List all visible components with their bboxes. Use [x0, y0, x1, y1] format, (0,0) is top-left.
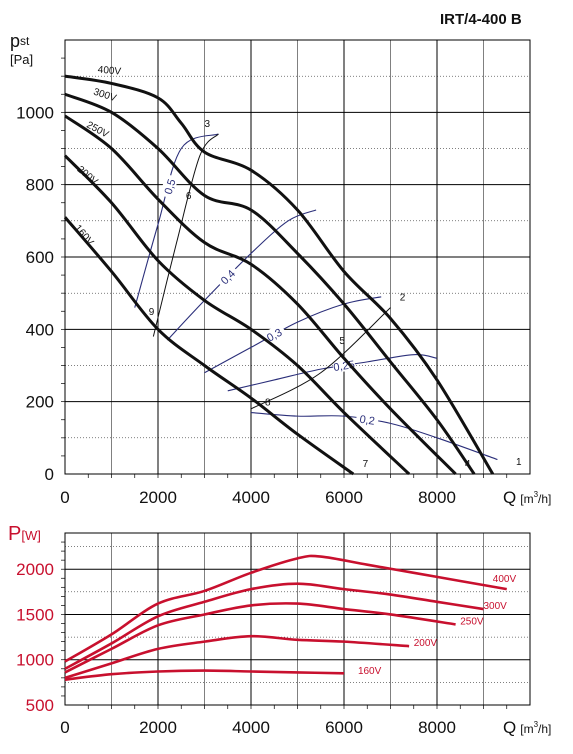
pressure-curves: 0,50,40,30,250,2400V300V250V200V160V1234… [63, 65, 522, 476]
power-curve-label: 200V [414, 638, 438, 649]
operating-point-label: 3 [205, 119, 211, 130]
efficiency-curve [227, 354, 438, 392]
top-x-axis-symbol: Q [503, 488, 516, 507]
bottom-x-axis-unit-pre: [m [520, 722, 533, 736]
power-y-tick-label: 500 [26, 696, 54, 715]
pressure-y-tick-label: 800 [26, 176, 54, 195]
pressure-axis-unit: [Pa] [10, 52, 33, 67]
operating-point-label: 4 [465, 459, 471, 470]
power-y-tick-label: 2000 [16, 560, 54, 579]
power-x-tick-label: 0 [60, 718, 69, 737]
operating-point-label: 8 [265, 397, 271, 408]
pressure-y-tick-label: 400 [26, 320, 54, 339]
efficiency-label: 0,2 [359, 414, 376, 428]
pressure-x-tick-label: 6000 [325, 488, 363, 507]
power-curve-160v [64, 669, 345, 681]
pressure-curve-label: 160V [72, 223, 96, 248]
bottom-x-axis-label: Q [m3/h] [503, 718, 551, 737]
efficiency-label-bg [332, 356, 356, 374]
power-axis-label: P[W] [8, 523, 41, 545]
pressure-y-tick-label: 1000 [16, 103, 54, 122]
power-axis-symbol: P [8, 523, 21, 545]
pressure-x-tick-label: 0 [60, 488, 69, 507]
power-y-tick-label: 1500 [16, 605, 54, 624]
system-curve [152, 133, 219, 337]
power-axis-unit: [W] [21, 528, 41, 543]
top-x-axis-unit-pre: [m [520, 492, 533, 506]
power-curve-200v [64, 634, 410, 680]
pressure-y-tick-label: 0 [45, 465, 54, 484]
bottom-x-axis-unit-post: /h] [538, 722, 551, 736]
pressure-text: pst [Pa] Q [m3/h] [10, 31, 551, 507]
efficiency-label-bg [355, 411, 380, 428]
top-x-axis-unit-sup: 3 [534, 490, 539, 499]
power-y-tick-label: 1000 [16, 651, 54, 670]
efficiency-curve [166, 209, 317, 341]
pressure-curve-300v [64, 92, 476, 475]
operating-point-label: 2 [400, 292, 406, 303]
bottom-x-axis-unit-sup: 3 [534, 720, 539, 729]
pressure-x-tick-label: 2000 [139, 488, 177, 507]
operating-point-label: 7 [363, 459, 369, 470]
efficiency-label: 0,5 [163, 178, 179, 196]
power-curve-250v [64, 602, 456, 674]
power-x-tick-label: 4000 [232, 718, 270, 737]
pressure-y-tick-label: 600 [26, 248, 54, 267]
pressure-curve-250v [64, 114, 457, 476]
pressure-axis-subscript: st [20, 34, 30, 48]
power-curve-300v [64, 582, 484, 670]
pressure-x-tick-label: 4000 [232, 488, 270, 507]
pressure-axis-symbol: p [10, 31, 20, 51]
pressure-curve-label: 300V [92, 87, 118, 105]
operating-point-label: 9 [149, 307, 155, 318]
pressure-axis-label: pst [10, 31, 30, 51]
pressure-grid: 0 2000 4000 6000 8000 0 200 400 600 800 1000 [16, 39, 531, 507]
pressure-curve-400v [64, 74, 495, 475]
efficiency-label-bg [215, 264, 240, 289]
power-curve-label: 250V [460, 616, 484, 627]
operating-point-label: 6 [186, 191, 192, 202]
pressure-curve-200v [63, 154, 411, 476]
power-curve-label: 160V [358, 666, 382, 677]
top-x-axis-label: Q [m3/h] [503, 488, 551, 507]
operating-point-label: 1 [516, 457, 522, 468]
operating-point-label: 5 [339, 336, 345, 347]
bottom-x-axis-symbol: Q [503, 718, 516, 737]
power-curve-label: 400V [493, 574, 517, 585]
power-x-tick-label: 8000 [418, 718, 456, 737]
pressure-curve-label: 400V [97, 65, 122, 78]
pressure-x-tick-label: 8000 [418, 488, 456, 507]
power-x-tick-label: 2000 [139, 718, 177, 737]
power-x-tick-label: 6000 [325, 718, 363, 737]
pressure-curve-160v [63, 216, 355, 476]
efficiency-curve [204, 296, 382, 374]
power-grid: 0 2000 4000 6000 8000 500 1000 1500 2000 [16, 532, 531, 737]
power-text: P[W] Q [m3/h] [8, 523, 551, 737]
chart-title: IRT/4-400 B [440, 11, 522, 28]
efficiency-label-bg [159, 173, 179, 199]
power-curve-400v [64, 554, 507, 663]
power-curve-label: 300V [484, 601, 508, 612]
system-curve [250, 307, 391, 410]
pressure-y-tick-label: 200 [26, 393, 54, 412]
top-x-axis-unit-post: /h] [538, 492, 551, 506]
